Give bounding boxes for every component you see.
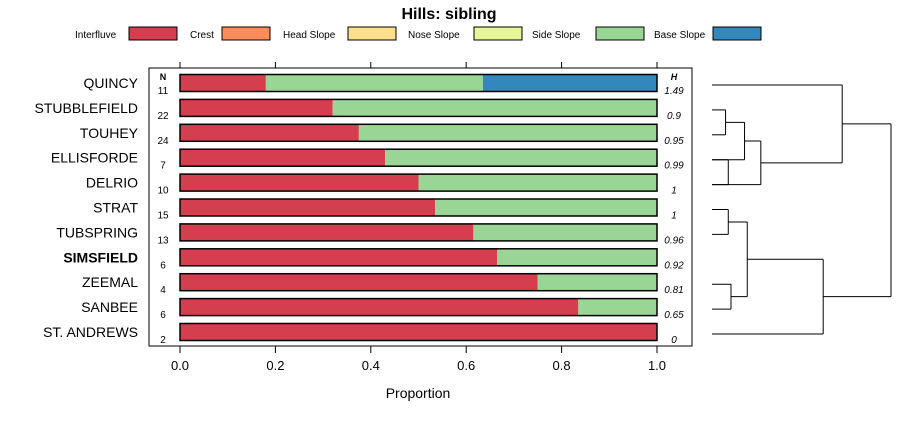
n-value: 4 bbox=[160, 285, 166, 296]
panel-border bbox=[148, 67, 693, 347]
bar-outline bbox=[179, 248, 658, 267]
bar-segment-interfluve bbox=[180, 248, 498, 266]
bar-outline bbox=[179, 198, 658, 217]
x-tick-label: 0.0 bbox=[171, 358, 189, 373]
bar-segment-base-slope bbox=[482, 74, 657, 92]
bar-outline bbox=[179, 173, 658, 192]
bar-segment-side-slope bbox=[332, 99, 657, 117]
bar-segment-side-slope bbox=[537, 273, 657, 291]
n-value: 2 bbox=[160, 335, 166, 346]
h-value: 0 bbox=[671, 335, 677, 346]
bar-segment-side-slope bbox=[435, 199, 657, 216]
legend-swatch-crest bbox=[221, 26, 271, 41]
legend-swatch-base-slope bbox=[712, 26, 762, 41]
bar-outline bbox=[179, 123, 658, 143]
category-label: ELLISFORDE bbox=[51, 150, 138, 166]
bar-segment-side-slope bbox=[358, 124, 657, 142]
bar-outline bbox=[179, 73, 658, 93]
legend-label-nose-slope: Nose Slope bbox=[408, 30, 460, 41]
dendrogram bbox=[712, 84, 892, 335]
bar-segment-side-slope bbox=[418, 174, 657, 192]
legend-swatch-side-slope bbox=[595, 26, 645, 41]
legend-label-side-slope: Side Slope bbox=[532, 30, 581, 41]
bar-outline bbox=[179, 272, 658, 292]
h-value: 0.81 bbox=[664, 285, 683, 296]
legend-label-crest: Crest bbox=[190, 30, 214, 41]
category-label: SANBEE bbox=[81, 299, 138, 315]
bar-outline bbox=[179, 297, 658, 317]
legend-label-base-slope: Base Slope bbox=[654, 30, 706, 41]
category-label: ST. ANDREWS bbox=[43, 324, 138, 340]
h-value: 0.65 bbox=[664, 310, 684, 321]
h-value: 1.49 bbox=[664, 86, 684, 97]
category-label: STUBBLEFIELD bbox=[35, 100, 138, 116]
bar-segment-interfluve bbox=[180, 323, 657, 341]
bar-outline bbox=[179, 322, 658, 342]
bar-segment-interfluve bbox=[180, 298, 579, 316]
n-value: 22 bbox=[157, 111, 169, 122]
h-value: 0.9 bbox=[667, 111, 681, 122]
legend-label-interfluve: Interfluve bbox=[75, 30, 117, 41]
legend-label-head-slope: Head Slope bbox=[283, 30, 336, 41]
legend: Interfluve Crest Head Slope Nose Slope Side … bbox=[75, 26, 762, 41]
n-value: 6 bbox=[160, 260, 166, 271]
bar-segment-side-slope bbox=[385, 149, 657, 167]
category-label: DELRIO bbox=[86, 175, 138, 191]
h-value: 0.99 bbox=[664, 161, 684, 172]
n-value: 11 bbox=[158, 86, 169, 97]
bar-segment-interfluve bbox=[180, 99, 333, 117]
bar-segment-interfluve bbox=[180, 124, 359, 142]
x-tick-label: 1.0 bbox=[648, 358, 666, 373]
bar-outline bbox=[179, 223, 658, 242]
h-header: H bbox=[671, 72, 678, 82]
category-label: TUBSPRING bbox=[56, 224, 138, 240]
x-axis: 0.0 0.2 0.4 0.6 0.8 1.0 bbox=[171, 346, 666, 373]
n-value: 7 bbox=[160, 161, 166, 172]
bar-outline bbox=[179, 98, 658, 118]
h-value: 1 bbox=[671, 186, 677, 197]
category-label: SIMSFIELD bbox=[63, 249, 138, 265]
x-tick-label: 0.6 bbox=[457, 358, 475, 373]
chart-title: Hills: sibling bbox=[401, 6, 496, 23]
h-value: 0.95 bbox=[664, 136, 684, 147]
bar-outline bbox=[179, 148, 658, 167]
h-value: 0.96 bbox=[664, 235, 684, 246]
x-tick-label: 0.2 bbox=[266, 358, 284, 373]
bar-segment-interfluve bbox=[180, 273, 538, 291]
bar-segment-side-slope bbox=[578, 298, 657, 316]
legend-swatch-interfluve bbox=[128, 26, 178, 41]
h-value: 0.92 bbox=[664, 260, 684, 271]
n-value: 15 bbox=[157, 211, 169, 222]
bar-segment-interfluve bbox=[180, 149, 386, 167]
bar-segment-interfluve bbox=[180, 199, 436, 216]
n-header: N bbox=[160, 72, 167, 82]
category-label: TOUHEY bbox=[80, 125, 139, 141]
bar-segment-interfluve bbox=[180, 223, 474, 241]
n-value: 10 bbox=[157, 186, 169, 197]
category-label: ZEEMAL bbox=[82, 274, 138, 290]
x-tick-label: 0.4 bbox=[362, 358, 380, 373]
legend-swatch-nose-slope bbox=[473, 26, 523, 41]
n-value: 24 bbox=[157, 136, 169, 147]
x-tick-label: 0.8 bbox=[553, 358, 571, 373]
bar-segment-interfluve bbox=[180, 174, 419, 192]
x-axis-label: Proportion bbox=[386, 385, 451, 401]
bar-segment-side-slope bbox=[497, 248, 657, 266]
legend-swatch-head-slope bbox=[347, 26, 397, 41]
n-value: 6 bbox=[160, 310, 166, 321]
bar-segment-interfluve bbox=[180, 74, 266, 92]
h-value: 1 bbox=[671, 211, 677, 222]
category-label: STRAT bbox=[93, 200, 138, 216]
bar-segment-side-slope bbox=[473, 223, 657, 241]
category-label: QUINCY bbox=[84, 75, 139, 91]
n-value: 13 bbox=[157, 235, 169, 246]
bar-segment-side-slope bbox=[265, 74, 483, 92]
